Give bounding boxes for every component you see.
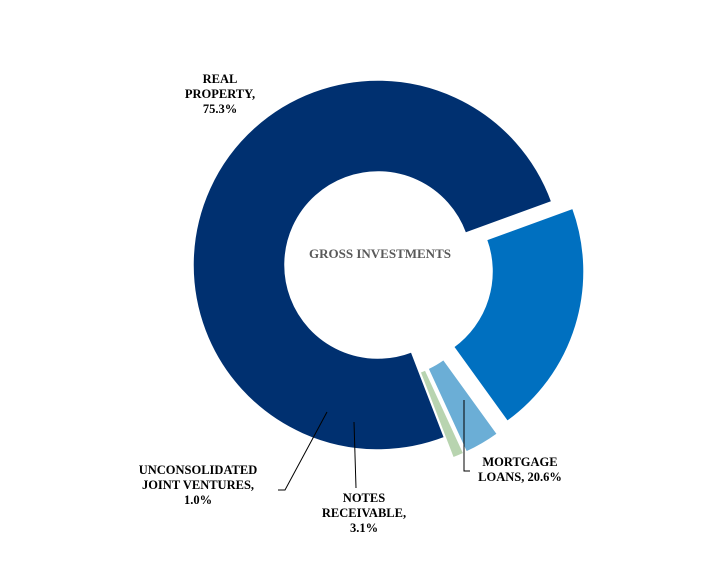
slice-notes-receivable <box>426 358 499 454</box>
label-unconsolidated-joint-ventures-line: JOINT VENTURES, <box>142 478 254 492</box>
label-notes-receivable-line: RECEIVABLE, <box>322 506 406 520</box>
label-real-property-line: REAL <box>203 72 238 86</box>
slice-real-property <box>192 79 553 451</box>
label-unconsolidated-joint-ventures-line: 1.0% <box>184 493 212 507</box>
leader-line-unconsolidated-joint-ventures <box>278 411 328 491</box>
label-notes-receivable: NOTES RECEIVABLE, 3.1% <box>322 491 406 535</box>
label-real-property: REAL PROPERTY, 75.3% <box>185 72 255 116</box>
label-real-property-line: PROPERTY, <box>185 87 255 101</box>
leader-line-notes-receivable <box>353 421 357 489</box>
label-notes-receivable-line: 3.1% <box>350 521 378 535</box>
label-real-property-line: 75.3% <box>203 102 237 116</box>
label-mortgage-loans-line: MORTGAGE <box>482 455 557 469</box>
label-mortgage-loans: MORTGAGE LOANS, 20.6% <box>478 455 562 484</box>
donut-slices <box>192 79 585 459</box>
label-notes-receivable-line: NOTES <box>343 491 385 505</box>
label-unconsolidated-joint-ventures: UNCONSOLIDATED JOINT VENTURES, 1.0% <box>139 463 258 507</box>
label-mortgage-loans-line: LOANS, 20.6% <box>478 470 562 484</box>
leader-lines <box>278 400 470 491</box>
chart-title: GROSS INVESTMENTS <box>309 246 451 261</box>
slice-labels: MORTGAGE LOANS, 20.6% NOTES RECEIVABLE, 3.1%… <box>139 72 562 535</box>
slice-mortgage-loans <box>452 207 585 423</box>
label-unconsolidated-joint-ventures-line: UNCONSOLIDATED <box>139 463 258 477</box>
leader-line-mortgage-loans <box>463 400 470 472</box>
